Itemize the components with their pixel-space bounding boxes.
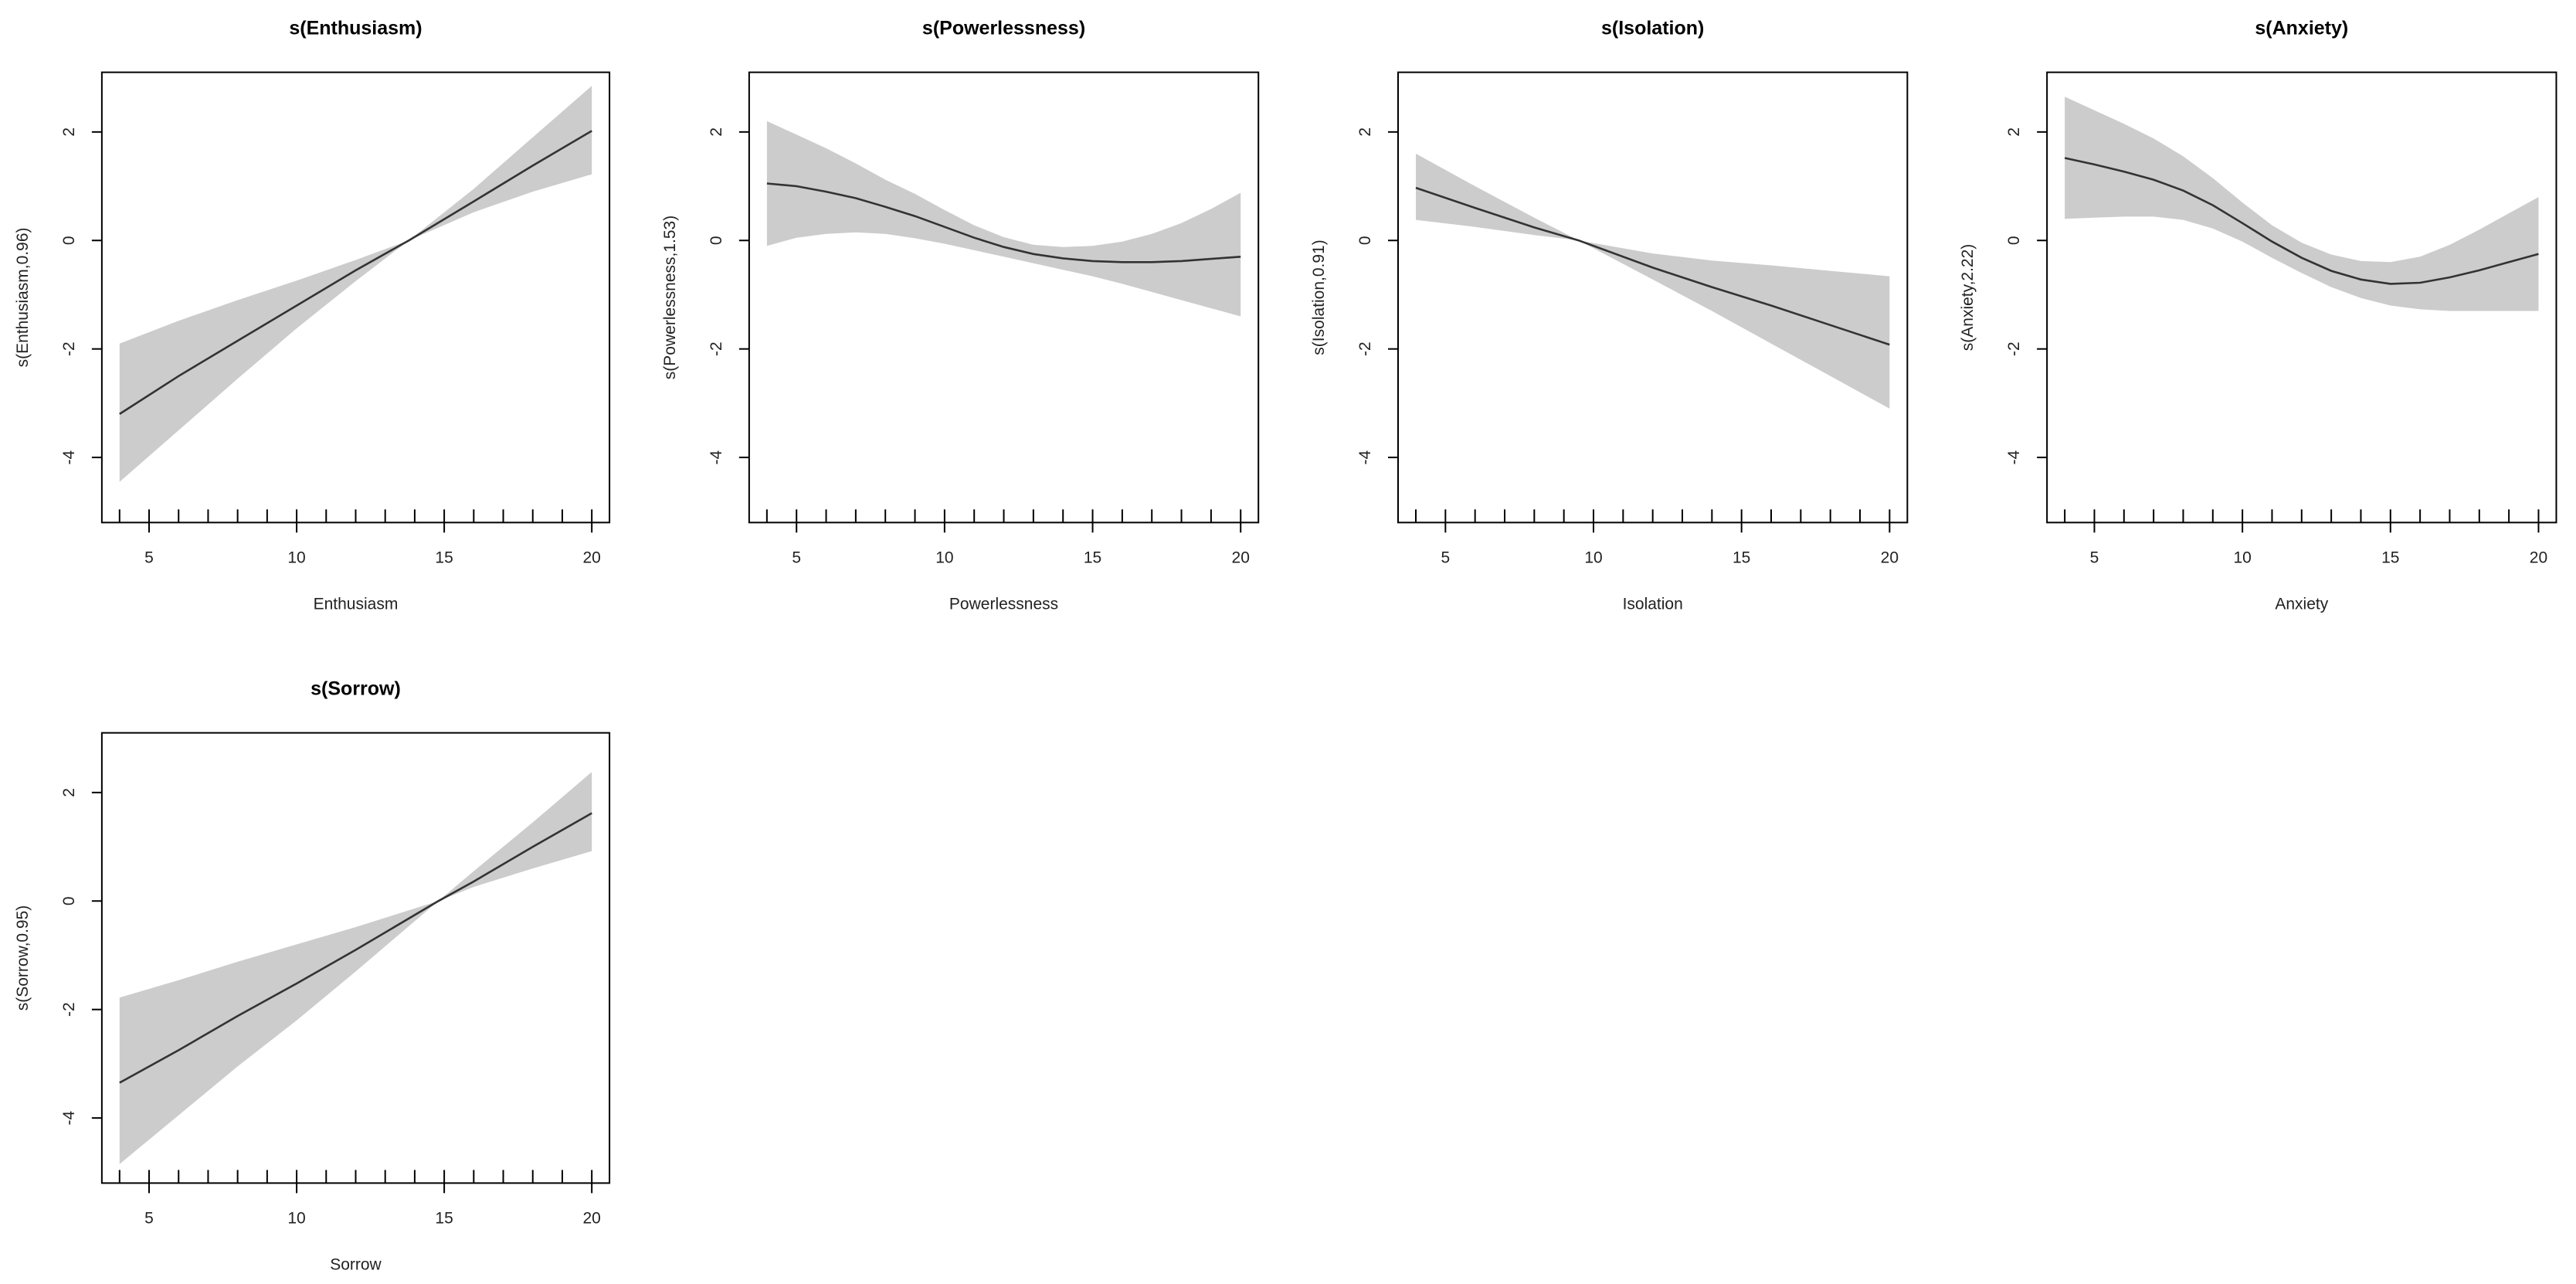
- x-tick-label: 20: [1232, 549, 1250, 566]
- confidence-band: [1416, 153, 1890, 409]
- x-axis-label: Anxiety: [2275, 595, 2328, 613]
- confidence-band: [766, 121, 1241, 317]
- panel-3: 5 10 15 20 -4 -2 0 2 s(Isolation) Isolation s(Isol…: [1310, 18, 1909, 613]
- y-tick-label: 2: [60, 788, 78, 797]
- y-tick-label: -2: [1356, 341, 1374, 356]
- y-tick-label: -4: [1356, 450, 1374, 464]
- y-tick-label: 0: [708, 236, 725, 245]
- panel-title: s(Enthusiasm): [289, 18, 422, 39]
- y-tick-label: -2: [60, 341, 78, 356]
- panel-title: s(Powerlessness): [922, 18, 1085, 39]
- smooth-line: [2064, 157, 2539, 285]
- y-tick-label: -4: [60, 1110, 78, 1125]
- y-tick-label: -4: [708, 450, 725, 464]
- x-tick-label: 10: [287, 1209, 305, 1227]
- smooth-line: [766, 182, 1241, 263]
- y-tick-label: 2: [2005, 127, 2023, 137]
- x-tick-label: 15: [435, 1209, 453, 1227]
- y-tick-label: 0: [60, 896, 78, 905]
- y-axis-label: s(Sorrow,0.95): [14, 905, 32, 1011]
- smooth-line: [1415, 186, 1890, 346]
- confidence-band: [119, 86, 592, 482]
- panel-5: 5 10 15 20 -4 -2 0 2 s(Sorrow) Sorrow s(Sorrow,0.9…: [14, 678, 611, 1273]
- y-tick-label: 2: [60, 127, 78, 137]
- x-tick-label: 15: [1084, 549, 1101, 566]
- panel-1: 5 10 15 20 -4 -2 0 2 s(Enthusiasm) Enthusiasm s(En…: [14, 18, 611, 613]
- panel-title: s(Isolation): [1601, 18, 1704, 39]
- y-axis-label: s(Powerlessness,1.53): [661, 216, 679, 379]
- panel-2: 5 10 15 20 -4 -2 0 2 s(Powerlessness) Powerlessne…: [661, 18, 1260, 613]
- y-tick-label: -2: [708, 341, 725, 356]
- y-tick-label: 0: [1356, 236, 1374, 245]
- smooth-line: [119, 130, 592, 415]
- x-tick-label: 10: [1584, 549, 1602, 566]
- confidence-band: [2065, 97, 2539, 311]
- x-tick-label: 20: [2530, 549, 2547, 566]
- x-tick-label: 20: [582, 549, 600, 566]
- y-axis-label: s(Anxiety,2.22): [1959, 244, 1977, 352]
- x-axis-label: Isolation: [1623, 595, 1683, 613]
- x-tick-label: 10: [935, 549, 953, 566]
- y-axis-label: s(Isolation,0.91): [1310, 239, 1328, 355]
- y-tick-label: 2: [1356, 127, 1374, 137]
- y-tick-label: 0: [2005, 236, 2023, 245]
- x-axis-label: Sorrow: [330, 1255, 382, 1273]
- y-axis-label: s(Enthusiasm,0.96): [14, 228, 32, 368]
- x-tick-label: 5: [2090, 549, 2099, 566]
- x-tick-label: 15: [1733, 549, 1750, 566]
- x-tick-label: 15: [2381, 549, 2399, 566]
- x-tick-label: 20: [1881, 549, 1899, 566]
- y-tick-label: -2: [2005, 341, 2023, 356]
- smooth-line: [119, 812, 592, 1084]
- x-tick-label: 15: [435, 549, 453, 566]
- y-tick-label: -4: [2005, 450, 2023, 464]
- x-tick-label: 5: [144, 1209, 154, 1227]
- x-tick-label: 20: [582, 1209, 600, 1227]
- y-tick-label: 0: [60, 236, 78, 245]
- x-axis-label: Enthusiasm: [314, 595, 399, 613]
- x-tick-label: 10: [2233, 549, 2251, 566]
- x-tick-label: 10: [287, 549, 305, 566]
- x-tick-label: 5: [144, 549, 154, 566]
- panel-title: s(Anxiety): [2255, 18, 2348, 39]
- confidence-band: [119, 772, 592, 1164]
- y-tick-label: 2: [708, 127, 725, 137]
- panel-title: s(Sorrow): [311, 678, 401, 700]
- x-tick-label: 5: [1441, 549, 1450, 566]
- x-tick-label: 5: [792, 549, 801, 566]
- x-axis-label: Powerlessness: [949, 595, 1058, 613]
- panel-4: 5 10 15 20 -4 -2 0 2 s(Anxiety) Anxiety s(Anxiety,…: [1959, 18, 2557, 613]
- y-tick-label: -2: [60, 1002, 78, 1017]
- y-tick-label: -4: [60, 450, 78, 464]
